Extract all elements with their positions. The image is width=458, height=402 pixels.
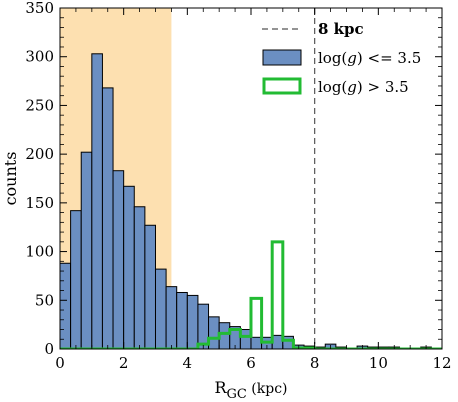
plot-clipped-group xyxy=(60,8,442,349)
plot-area xyxy=(60,8,442,349)
legend-label-post: ) > 3.5 xyxy=(357,78,409,96)
legend-label-high-logg: log(g) > 3.5 xyxy=(318,78,409,96)
y-tick-label: 0 xyxy=(44,340,54,358)
histogram-bar xyxy=(282,335,294,349)
histogram-bar xyxy=(176,291,188,349)
legend-label-post: ) <= 3.5 xyxy=(357,49,421,67)
histogram-bar xyxy=(197,303,210,349)
x-tick-label: 4 xyxy=(183,354,193,372)
x-tick-label: 8 xyxy=(310,354,320,372)
histogram-bar xyxy=(218,322,231,349)
x-tick-label: 12 xyxy=(432,354,451,372)
legend-swatch-blue xyxy=(262,49,302,66)
x-axis-label-main: R xyxy=(214,378,227,397)
histogram-bar xyxy=(112,170,125,349)
y-tick-label: 50 xyxy=(35,291,54,309)
histogram-bar xyxy=(101,87,114,349)
histogram-bar xyxy=(144,224,156,349)
x-axis-label-unit: (kpc) xyxy=(247,381,288,397)
step-histogram-line xyxy=(60,240,442,349)
histogram-bar xyxy=(123,185,135,349)
x-tick-label: 6 xyxy=(246,354,256,372)
legend-label-8kpc: 8 kpc xyxy=(318,20,364,38)
y-axis-label: counts xyxy=(1,152,20,206)
histogram-bar xyxy=(165,286,178,349)
x-axis-label-subscript: GC xyxy=(227,387,247,402)
x-tick-label: 2 xyxy=(119,354,129,372)
legend-label-var: g xyxy=(347,78,357,96)
histogram-bar xyxy=(239,329,252,349)
histogram-bar xyxy=(208,316,220,349)
legend-label-pre: log( xyxy=(318,49,347,67)
histogram-bar xyxy=(70,210,82,349)
y-tick-label: 250 xyxy=(25,96,54,114)
histogram-bar xyxy=(250,336,263,349)
histogram-bar xyxy=(154,268,167,349)
x-axis-label: RGC (kpc) xyxy=(214,378,287,402)
histogram-bar xyxy=(80,151,93,349)
histogram-bar xyxy=(60,262,72,349)
histogram-bar xyxy=(186,294,199,349)
histogram-bar xyxy=(271,334,284,349)
x-tick-label: 10 xyxy=(369,354,388,372)
legend-label-low-logg: log(g) <= 3.5 xyxy=(318,49,421,67)
y-tick-label: 200 xyxy=(25,145,54,163)
histogram-bar xyxy=(133,206,146,349)
y-tick-label: 150 xyxy=(25,194,54,212)
legend-swatch-green xyxy=(262,77,302,95)
legend-label-var: g xyxy=(347,49,357,67)
histogram-bar xyxy=(91,53,103,349)
y-tick-label: 100 xyxy=(25,243,54,261)
y-tick-label: 350 xyxy=(25,0,54,17)
x-tick-label: 0 xyxy=(55,354,65,372)
legend-label-pre: log( xyxy=(318,78,347,96)
y-tick-label: 300 xyxy=(25,48,54,66)
